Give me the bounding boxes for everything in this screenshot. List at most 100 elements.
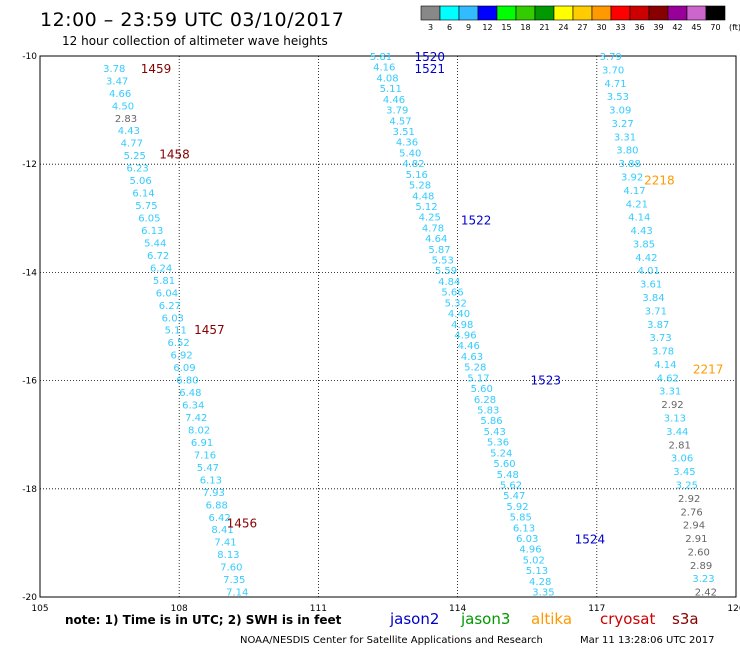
swh-value: 6.13: [513, 523, 535, 534]
scale-label: 21: [539, 23, 549, 32]
swh-value: 6.91: [191, 438, 213, 449]
scale-label: 42: [672, 23, 682, 32]
y-tick-label: -18: [22, 485, 37, 495]
swh-value: 4.40: [448, 309, 470, 320]
scale-swatch: [496, 5, 517, 21]
scale-swatch: [667, 5, 688, 21]
swh-value: 6.28: [474, 395, 496, 406]
swh-value: 5.32: [445, 298, 467, 309]
swh-value: 6.27: [159, 301, 181, 312]
scale-swatch: [515, 5, 536, 21]
swh-value: 3.78: [103, 64, 125, 75]
swh-tracks: 3.783.474.664.502.834.434.775.256.235.06…: [103, 52, 717, 599]
swh-value: 8.41: [211, 525, 233, 536]
swh-value: 3.23: [692, 574, 714, 585]
x-tick-label: 117: [588, 604, 605, 614]
swh-value: 2.60: [688, 547, 710, 558]
scale-swatch: [553, 5, 574, 21]
swh-value: 3.06: [671, 454, 693, 465]
swh-value: 6.05: [138, 214, 160, 225]
swh-value: 6.13: [200, 475, 222, 486]
swh-value: 7.14: [226, 588, 248, 599]
swh-value: 5.40: [399, 148, 421, 159]
chart-subtitle: 12 hour collection of altimeter wave hei…: [62, 34, 328, 48]
swh-value: 5.13: [526, 566, 548, 577]
scale-swatch: [705, 5, 726, 21]
swh-value: 4.96: [519, 545, 541, 556]
x-tick-label: 120: [727, 604, 740, 614]
swh-value: 8.13: [217, 550, 239, 561]
swh-value: 5.06: [129, 176, 151, 187]
swh-value: 5.83: [477, 405, 499, 416]
swh-value: 6.34: [182, 401, 204, 412]
swh-value: 4.66: [109, 89, 131, 100]
scale-swatch: [477, 5, 498, 21]
y-tick-label: -16: [22, 377, 37, 387]
pass-label: 2217: [693, 363, 724, 377]
swh-value: 6.72: [147, 251, 169, 262]
swh-value: 4.62: [657, 373, 679, 384]
swh-value: 4.25: [419, 213, 441, 224]
axis-ticks: 105 108 111 114 117 120 -10 -12 -14 -16 -18 -20: [22, 52, 740, 614]
swh-value: 3.35: [532, 588, 554, 599]
swh-value: 3.45: [673, 467, 695, 478]
swh-value: 3.92: [621, 173, 643, 184]
swh-value: 5.60: [493, 459, 515, 470]
swh-value: 7.35: [223, 575, 245, 586]
swh-value: 4.82: [402, 159, 424, 170]
swh-value: 3.53: [607, 92, 629, 103]
swh-value: 4.01: [638, 266, 660, 277]
scale-swatch: [591, 5, 612, 21]
swh-value: 2.91: [685, 534, 707, 545]
swh-value: 4.14: [654, 360, 676, 371]
swh-value: 5.75: [135, 201, 157, 212]
pass-label: 1456: [227, 516, 258, 530]
swh-value: 2.92: [678, 494, 700, 505]
swh-value: 4.42: [635, 253, 657, 264]
swh-value: 6.92: [170, 351, 192, 362]
pass-label: 1521: [414, 62, 445, 76]
swh-value: 3.31: [614, 132, 636, 143]
swh-value: 5.36: [487, 438, 509, 449]
satellite-legend: jason2 jason3 altika cryosat s3a: [389, 610, 699, 628]
swh-value: 2.76: [680, 507, 702, 518]
swh-value: 5.81: [370, 52, 392, 63]
scale-label: 70: [710, 23, 720, 32]
footer-note: note: 1) Time is in UTC; 2) SWH is in fe…: [65, 613, 342, 627]
swh-value: 4.36: [396, 138, 418, 149]
swh-value: 2.94: [683, 521, 705, 532]
pass-label: 1458: [159, 147, 190, 161]
swh-value: 4.21: [626, 199, 648, 210]
swh-value: 3.47: [106, 76, 128, 87]
y-tick-label: -10: [22, 52, 37, 62]
swh-value: 3.09: [609, 106, 631, 117]
swh-value: 6.03: [162, 313, 184, 324]
swh-value: 4.48: [412, 191, 434, 202]
plot-frame: [39, 55, 737, 598]
swh-value: 5.59: [435, 266, 457, 277]
x-tick-label: 111: [310, 604, 327, 614]
swh-value: 3.13: [664, 414, 686, 425]
swh-value: 5.86: [480, 416, 502, 427]
scale-label: 9: [466, 23, 471, 32]
pass-label: 1523: [530, 374, 561, 388]
pass-label: 1524: [575, 533, 606, 547]
scale-unit: (ft): [729, 23, 740, 32]
swh-value: 6.48: [179, 388, 201, 399]
scale-label: 15: [501, 23, 511, 32]
scale-label: 3: [428, 23, 433, 32]
swh-value: 7.60: [220, 563, 242, 574]
x-tick-label: 105: [31, 604, 48, 614]
swh-value: 3.80: [616, 146, 638, 157]
swh-value: 7.41: [214, 538, 236, 549]
swh-value: 2.83: [115, 114, 137, 125]
footer-timestamp: Mar 11 13:28:06 UTC 2017: [580, 635, 715, 646]
scale-swatch: [572, 5, 593, 21]
x-tick-label: 108: [171, 604, 188, 614]
y-tick-label: -12: [22, 160, 37, 170]
scale-label: 6: [447, 23, 452, 32]
swh-value: 4.63: [461, 352, 483, 363]
swh-value: 3.79: [600, 52, 622, 63]
